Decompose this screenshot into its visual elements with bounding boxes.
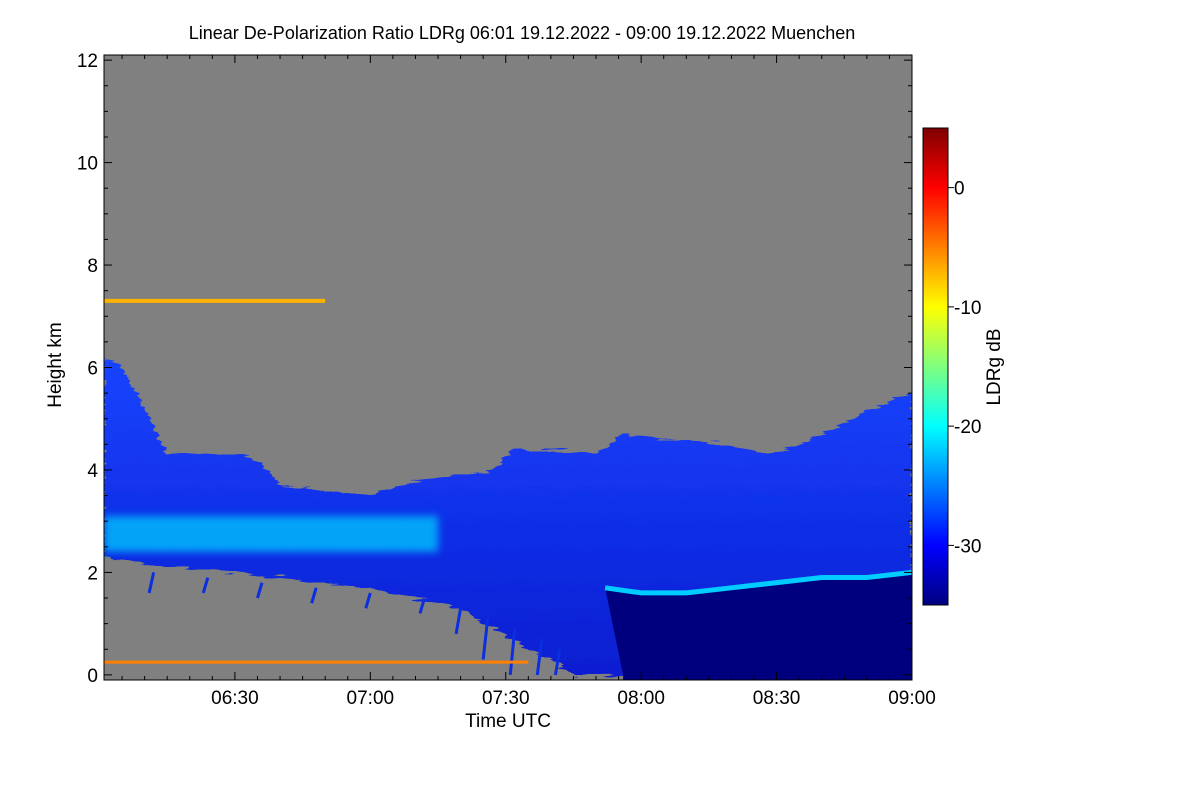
virga-streak [508,628,517,676]
colorbar [922,127,949,606]
y-tick-label: 12 [77,51,98,72]
virga-streak [481,618,490,660]
virga-streak [454,608,463,635]
virga-streak [535,638,544,676]
chart-title: Linear De-Polarization Ratio LDRg 06:01 … [189,23,855,43]
virga-streak [418,597,426,614]
y-tick-label: 6 [87,359,98,380]
colorbar-tick-label: -30 [954,536,981,557]
x-tick-label: 08:00 [617,688,665,709]
y-axis-label: Height km [45,322,66,408]
saturated-region [605,572,912,680]
x-tick-label: 08:30 [753,688,801,709]
colorbar-tick-label: -10 [954,298,981,319]
y-tick-label: 10 [77,154,98,175]
virga-streak [364,592,372,609]
y-tick-label: 0 [87,666,98,687]
colorbar-tick-label: 0 [954,179,965,200]
colorbar-tick-label: -20 [954,417,981,438]
boundary-layer-top [604,569,912,596]
colorbar-label: LDRg dB [984,328,1005,405]
x-tick-label: 06:30 [211,688,259,709]
y-tick-label: 2 [87,563,98,584]
x-tick-label: 09:00 [888,688,936,709]
x-tick-label: 07:00 [347,688,395,709]
y-tick-label: 8 [87,256,98,277]
virga-streak [553,649,562,676]
virga-streak [147,572,156,594]
virga-streak [310,587,318,604]
depolarizing-layer [104,516,439,552]
virga-streak [201,577,210,594]
y-tick-label: 4 [87,461,98,482]
x-axis-label: Time UTC [465,711,551,732]
virga-streak [256,582,264,599]
x-tick-label: 07:30 [482,688,530,709]
plot-area [104,55,912,680]
